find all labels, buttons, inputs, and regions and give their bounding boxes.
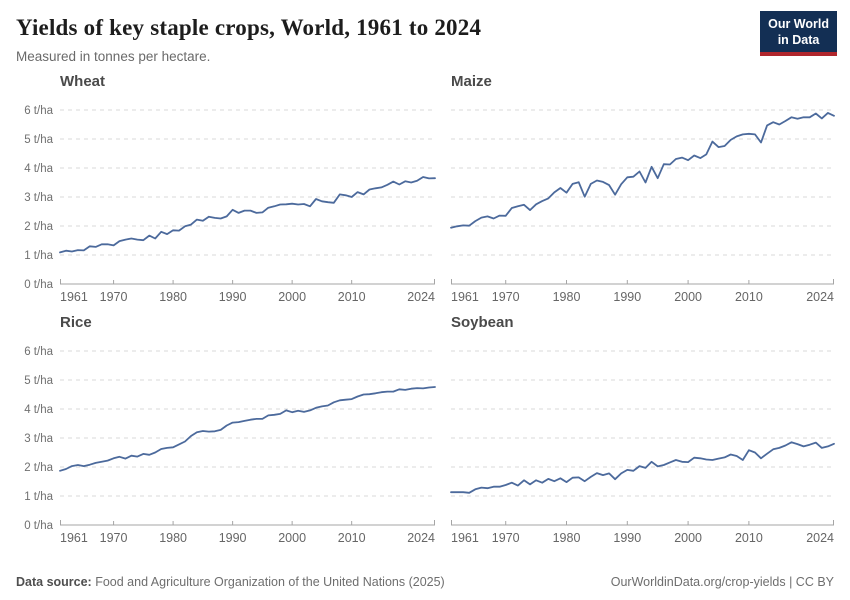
owid-logo-line2: in Data	[777, 32, 820, 47]
y-tick-label: 2 t/ha	[24, 462, 53, 474]
y-tick-label: 5 t/ha	[24, 134, 53, 146]
chart-panel-wheat: Wheat 1961 1970 1980 1990 2000 2010 2024 0 t/ha…	[12, 72, 437, 308]
x-tick-label: 1980	[159, 531, 187, 545]
footer-link[interactable]: OurWorldinData.org/crop-yields	[610, 575, 786, 589]
x-tick-label: 2024	[407, 290, 435, 304]
y-tick-label: 0 t/ha	[24, 279, 53, 291]
series-line[interactable]	[59, 176, 436, 254]
x-tick-label: 2000	[278, 531, 306, 545]
y-tick-label: 6 t/ha	[24, 346, 53, 358]
facet-title-rice: Rice	[60, 314, 92, 331]
chart-footer: Data source: Food and Agriculture Organi…	[0, 564, 850, 600]
x-tick-label: 1980	[553, 290, 581, 304]
x-tick-label: 1980	[159, 290, 187, 304]
chart-panel-maize: Maize 1961 1970 1980 1990 2000 2010 2024	[449, 72, 836, 308]
x-tick-label: 1990	[613, 290, 641, 304]
x-tick-label: 1961	[451, 290, 479, 304]
y-tick-label: 2 t/ha	[24, 221, 53, 233]
owid-logo[interactable]: Our World in Data	[760, 11, 837, 57]
y-tick-label: 3 t/ha	[24, 433, 53, 445]
x-tick-label: 1961	[60, 290, 88, 304]
y-tick-label: 0 t/ha	[24, 520, 53, 532]
x-tick-label: 1990	[219, 290, 247, 304]
x-tick-label: 2000	[278, 290, 306, 304]
chart-header: Yields of key staple crops, World, 1961 …	[0, 0, 850, 64]
x-tick-label: 1970	[100, 531, 128, 545]
footer-datasource: Data source: Food and Agriculture Organi…	[16, 575, 445, 589]
page-subtitle: Measured in tonnes per hectare.	[16, 49, 211, 64]
page-title: Yields of key staple crops, World, 1961 …	[16, 15, 482, 40]
x-tick-label: 2024	[407, 531, 435, 545]
x-tick-label: 2010	[735, 531, 763, 545]
facet-title-maize: Maize	[451, 73, 492, 90]
line-chart-soybean[interactable]: 1961 1970 1980 1990 2000 2010 2024	[449, 335, 836, 549]
series-line[interactable]	[450, 441, 835, 494]
x-tick-label: 2024	[806, 290, 834, 304]
facet-title-wheat: Wheat	[60, 73, 105, 90]
x-tick-label: 1980	[553, 531, 581, 545]
chart-panel-rice: Rice 1961 1970 1980 1990 2000 2010 2024 0 t/ha 1…	[12, 313, 437, 549]
y-tick-label: 4 t/ha	[24, 163, 53, 175]
footer-attribution: OurWorldinData.org/crop-yields | CC BY	[611, 575, 834, 589]
x-tick-label: 2010	[338, 531, 366, 545]
facet-grid: Wheat 1961 1970 1980 1990 2000 2010 2024 0 t/ha…	[0, 64, 850, 549]
x-tick-label: 1970	[492, 531, 520, 545]
y-tick-label: 6 t/ha	[24, 105, 53, 117]
line-chart-maize[interactable]: 1961 1970 1980 1990 2000 2010 2024	[449, 94, 836, 308]
y-tick-label: 1 t/ha	[24, 250, 53, 262]
chart-panel-soybean: Soybean 1961 1970 1980 1990 2000 2010 2024	[449, 313, 836, 549]
x-tick-label: 1990	[219, 531, 247, 545]
x-tick-label: 2000	[674, 531, 702, 545]
x-tick-label: 2024	[806, 531, 834, 545]
datasource-label: Data source:	[16, 575, 92, 589]
series-line[interactable]	[59, 386, 436, 472]
footer-separator: |	[785, 575, 796, 589]
series-line[interactable]	[450, 111, 835, 229]
y-tick-label: 4 t/ha	[24, 404, 53, 416]
facet-title-soybean: Soybean	[451, 314, 514, 331]
y-tick-label: 3 t/ha	[24, 192, 53, 204]
datasource-text: Food and Agriculture Organization of the…	[91, 575, 445, 589]
x-tick-label: 2000	[674, 290, 702, 304]
license-text: CC BY	[795, 575, 834, 589]
y-tick-label: 1 t/ha	[24, 491, 53, 503]
x-tick-label: 1970	[492, 290, 520, 304]
x-tick-label: 2010	[338, 290, 366, 304]
line-chart-wheat[interactable]: 1961 1970 1980 1990 2000 2010 2024 0 t/ha 1 t/ha…	[12, 94, 437, 308]
x-tick-label: 1970	[100, 290, 128, 304]
x-tick-label: 2010	[735, 290, 763, 304]
x-tick-label: 1990	[613, 531, 641, 545]
x-tick-label: 1961	[60, 531, 88, 545]
line-chart-rice[interactable]: 1961 1970 1980 1990 2000 2010 2024 0 t/ha 1 t/ha…	[12, 335, 437, 549]
y-tick-label: 5 t/ha	[24, 375, 53, 387]
owid-logo-line1: Our World	[768, 17, 829, 31]
x-tick-label: 1961	[451, 531, 479, 545]
